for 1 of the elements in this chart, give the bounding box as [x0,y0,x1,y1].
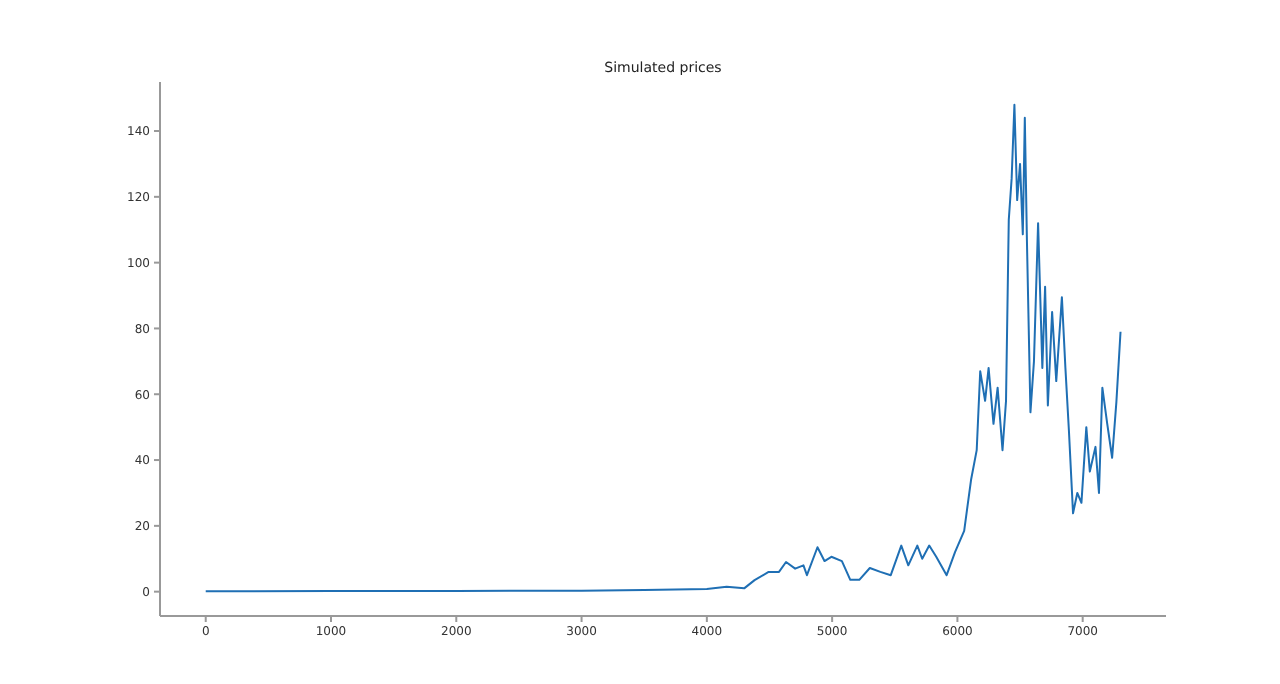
line-series [204,103,1122,593]
